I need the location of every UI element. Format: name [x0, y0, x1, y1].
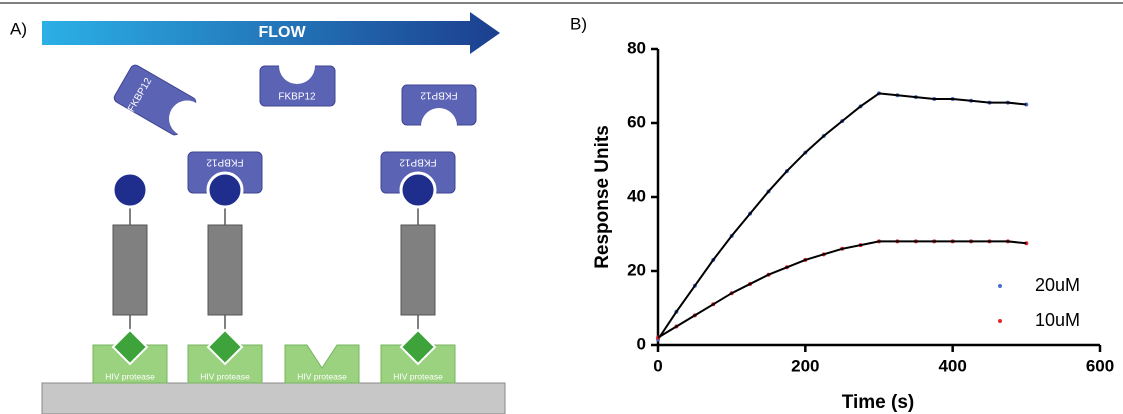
protease-label: HIV protease: [297, 371, 347, 381]
legend-label: 10uM: [1035, 310, 1080, 330]
x-tick-label: 200: [791, 356, 819, 375]
surface: [42, 383, 505, 414]
protease-label: HIV protease: [393, 371, 443, 381]
fkbp-notch: [279, 48, 315, 84]
legend-marker: [998, 284, 1002, 288]
y-tick-label: 20: [627, 260, 646, 279]
panel-label: A): [10, 19, 27, 38]
fkbp-label: FKBP12: [420, 89, 458, 100]
spacers: [113, 225, 435, 315]
protease-label: HIV protease: [200, 371, 250, 381]
panel-label: B): [570, 14, 587, 33]
y-axis-label: Response Units: [592, 125, 613, 269]
legend-label: 20uM: [1035, 275, 1080, 295]
x-axis-label: Time (s): [842, 392, 915, 413]
panel-a: A) FLOW HIV protease HIV protease HIV pr…: [10, 12, 505, 414]
y-tick-label: 40: [627, 186, 646, 205]
flow-label: FLOW: [258, 24, 306, 41]
fkbp-label: FKBP12: [399, 156, 437, 167]
linkers: [130, 207, 418, 330]
y-tick-label: 60: [627, 112, 646, 131]
x-tick-label: 400: [938, 356, 966, 375]
fkbp-label: FKBP12: [206, 156, 244, 167]
y-tick-label: 0: [637, 334, 646, 353]
x-tick-label: 600: [1086, 356, 1114, 375]
protease-label: HIV protease: [105, 371, 155, 381]
legend-marker: [998, 319, 1002, 323]
fkbp-notch: [421, 108, 457, 144]
y-tick-label: 80: [627, 38, 646, 57]
panel-b: B) Response Units Time (s) 0 20 40 60 80 0 200…: [570, 14, 1114, 413]
fit-line: [658, 241, 1026, 337]
x-tick-label: 0: [653, 356, 662, 375]
figure: A) FLOW HIV protease HIV protease HIV pr…: [0, 0, 1123, 414]
fkbp-label: FKBP12: [278, 92, 316, 103]
